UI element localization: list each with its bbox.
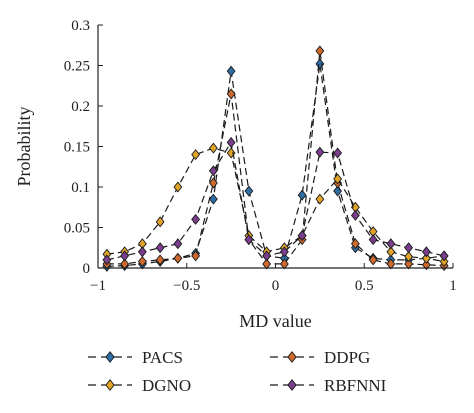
data-point <box>350 209 360 221</box>
data-point <box>208 165 218 177</box>
series-rbfnni <box>102 136 449 266</box>
data-point <box>404 242 414 254</box>
data-point <box>333 173 343 185</box>
data-point <box>137 255 147 268</box>
data-point <box>368 254 378 266</box>
x-tick-label: −0.5 <box>173 278 200 294</box>
legend-label: DGNO <box>142 376 191 395</box>
data-point <box>279 246 289 258</box>
legend: PACS DDPG DGNO RBFNNI <box>88 348 387 395</box>
data-point <box>421 259 431 271</box>
data-point <box>315 146 325 158</box>
series-ddpg <box>102 45 449 272</box>
y-tick-label: 0.3 <box>71 18 90 34</box>
x-tick-label: −1 <box>90 278 106 294</box>
y-tick-label: 0 <box>83 261 91 277</box>
data-point <box>226 136 236 148</box>
series-pacs <box>102 58 449 272</box>
data-point <box>279 258 289 270</box>
data-point <box>155 254 165 266</box>
data-point <box>297 230 307 242</box>
data-point <box>386 258 396 270</box>
data-point <box>386 246 396 258</box>
data-point <box>333 147 343 159</box>
y-tick-label: 0.1 <box>71 180 90 196</box>
data-point <box>120 258 130 270</box>
data-point <box>137 246 147 258</box>
y-tick-label: 0.15 <box>64 140 90 156</box>
y-tick-label: 0.25 <box>64 59 90 75</box>
legend-marker <box>105 351 115 363</box>
data-point <box>404 258 414 270</box>
data-point <box>120 250 130 262</box>
data-point <box>191 213 201 225</box>
data-point <box>439 255 449 268</box>
data-point <box>421 252 431 264</box>
data-point <box>208 177 218 189</box>
data-point <box>262 258 272 270</box>
data-point <box>244 234 254 246</box>
data-point <box>368 234 378 246</box>
x-axis-title: MD value <box>239 311 311 331</box>
legend-item-ddpg: DDPG <box>270 348 370 367</box>
y-tick-label: 0.2 <box>71 99 90 115</box>
data-point <box>208 193 218 205</box>
data-point <box>315 45 325 57</box>
data-point <box>439 250 449 262</box>
legend-label: RBFNNI <box>324 376 387 395</box>
data-point <box>173 252 183 264</box>
data-point <box>350 238 360 250</box>
y-tick-label: 0.05 <box>64 221 90 237</box>
data-point <box>404 251 414 263</box>
data-point <box>262 250 272 262</box>
series-line <box>106 50 445 267</box>
plot-area <box>102 45 449 272</box>
data-point <box>315 193 325 205</box>
data-point <box>208 142 218 154</box>
legend-marker <box>105 379 115 391</box>
data-point <box>386 238 396 250</box>
data-point <box>244 185 254 197</box>
legend-item-rbfnni: RBFNNI <box>270 376 387 395</box>
data-point <box>226 65 236 77</box>
axes: −1 −0.5 0 0.5 1 0 0.05 0.1 0.15 0.2 0.25 0.3 MD valu… <box>14 18 457 331</box>
data-point <box>191 250 201 262</box>
x-tick-label: 0 <box>272 278 280 294</box>
data-point <box>155 216 165 228</box>
legend-marker <box>287 379 297 391</box>
legend-label: DDPG <box>324 348 370 367</box>
data-point <box>173 238 183 250</box>
data-point <box>155 242 165 254</box>
data-point <box>102 254 112 266</box>
data-point <box>297 189 307 201</box>
series-line <box>106 147 445 263</box>
legend-item-dgno: DGNO <box>88 376 191 395</box>
legend-item-pacs: PACS <box>88 348 183 367</box>
data-point <box>226 147 236 159</box>
data-point <box>191 149 201 161</box>
legend-marker <box>287 351 297 363</box>
legend-label: PACS <box>142 348 183 367</box>
data-point <box>421 246 431 258</box>
series-line <box>106 63 445 267</box>
data-point <box>173 181 183 193</box>
data-point <box>226 88 236 100</box>
series-dgno <box>102 142 449 268</box>
y-axis-title: Probability <box>14 107 34 187</box>
x-tick-label: 1 <box>449 278 457 294</box>
x-tick-label: 0.5 <box>355 278 374 294</box>
